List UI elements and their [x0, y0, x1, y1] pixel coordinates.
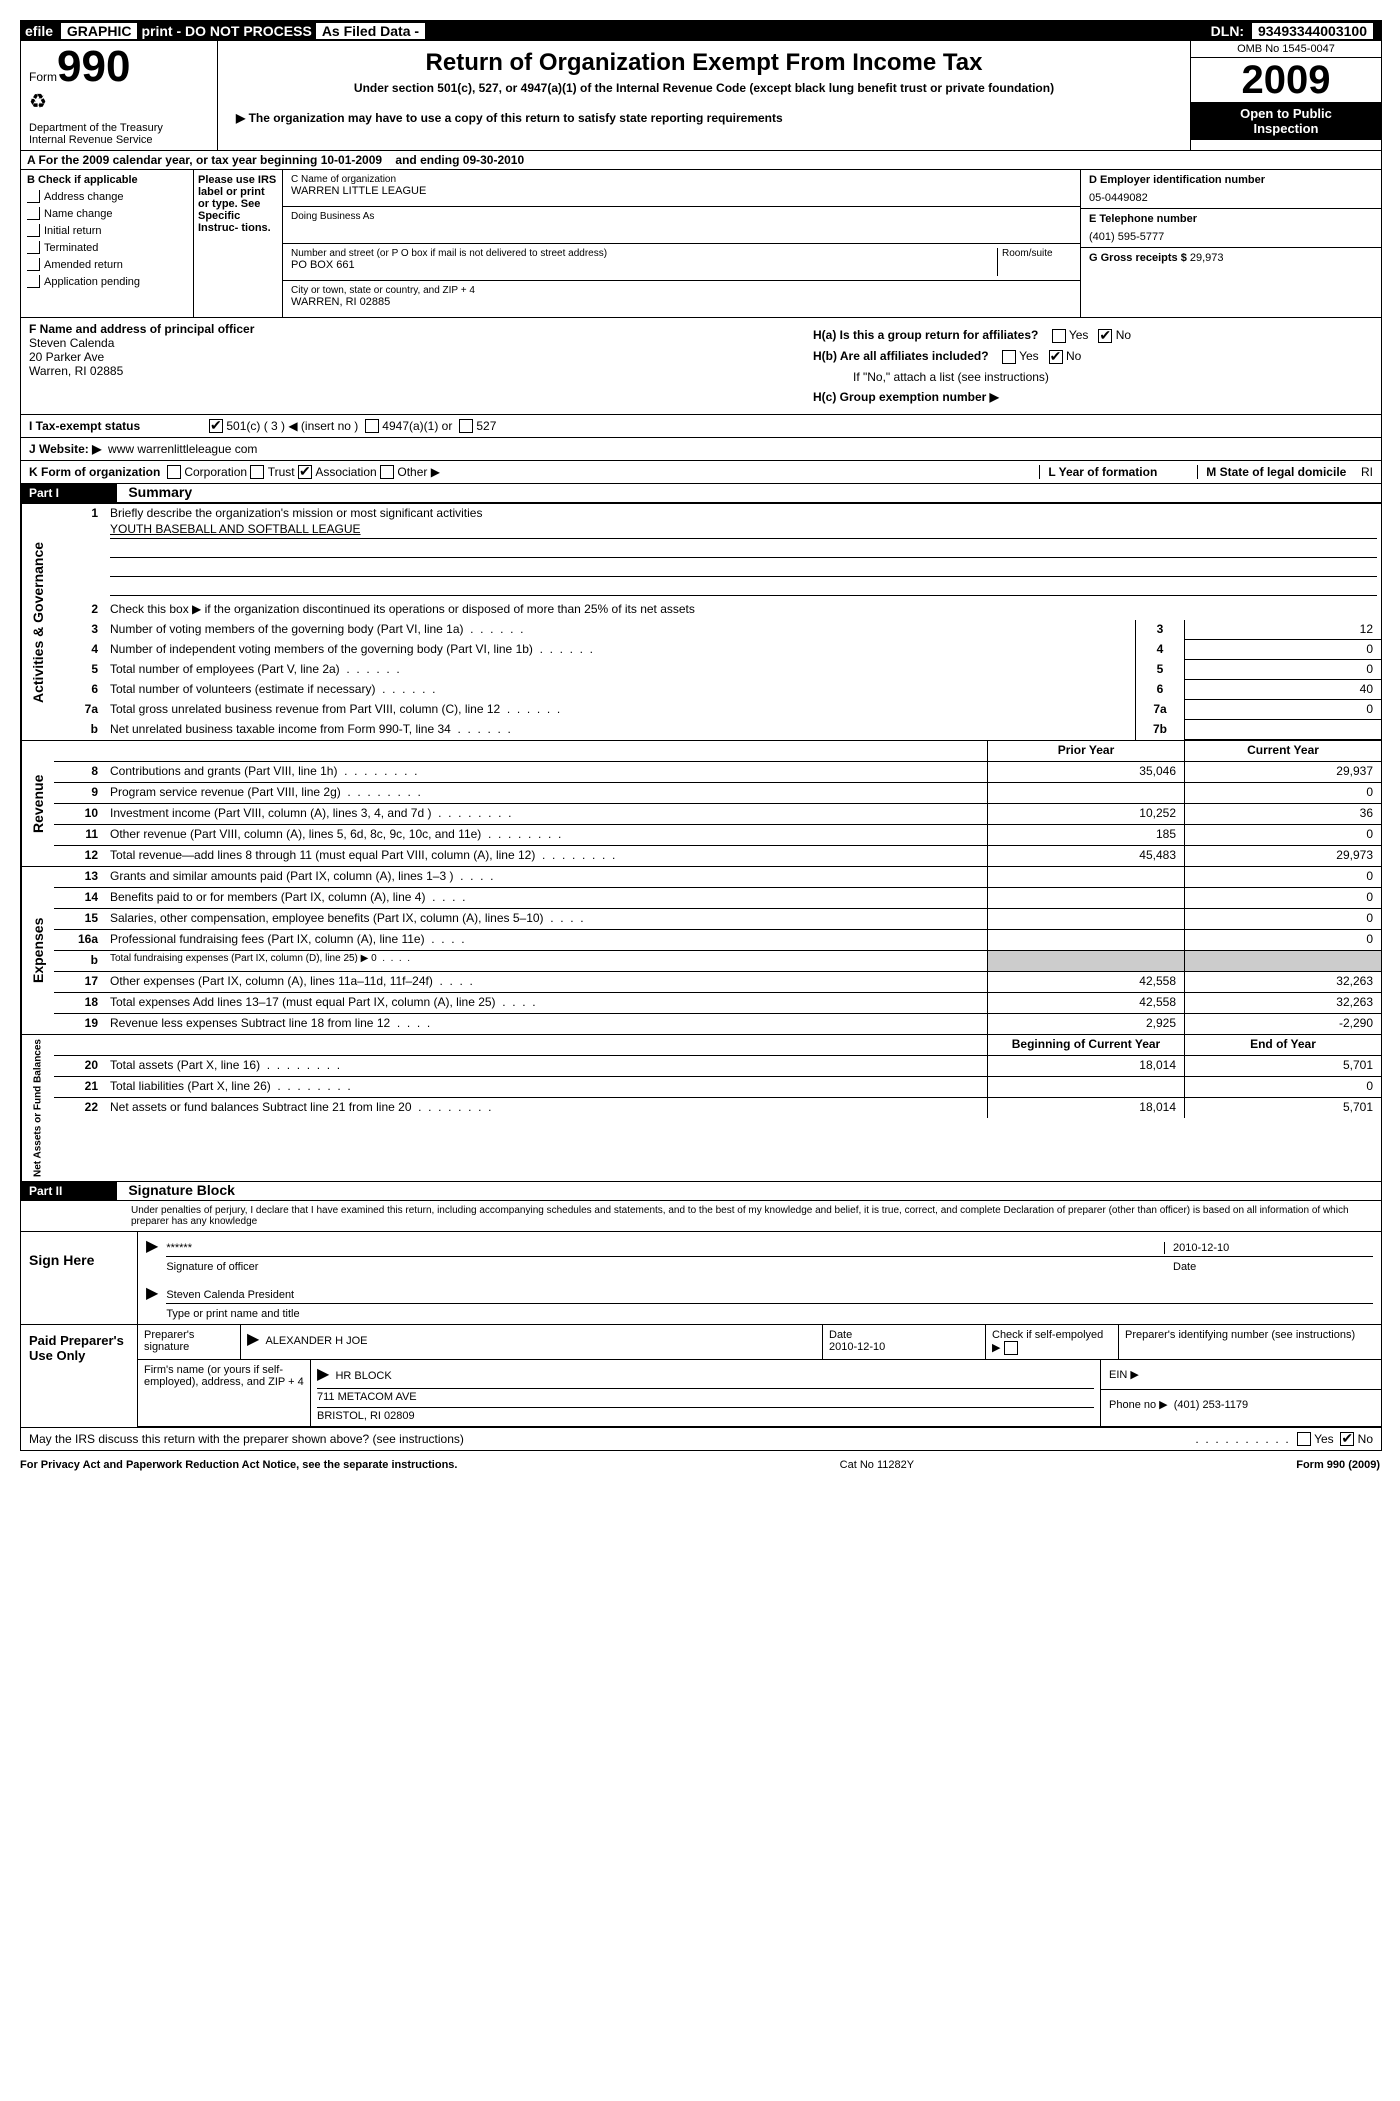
summary-line: 13 Grants and similar amounts paid (Part…	[54, 867, 1381, 888]
row-k-form-org: K Form of organization Corporation Trust…	[21, 461, 1381, 484]
summary-line: 5 Total number of employees (Part V, lin…	[54, 660, 1381, 680]
footer-right: Form 990 (2009)	[1296, 1459, 1380, 1471]
part2-title: Signature Block	[120, 1182, 235, 1198]
org-info: C Name of organization WARREN LITTLE LEA…	[283, 170, 1080, 317]
year-box: OMB No 1545-0047 2009 Open to Public Ins…	[1190, 41, 1381, 150]
summary-line: 15 Salaries, other compensation, employe…	[54, 909, 1381, 930]
summary-line: 8 Contributions and grants (Part VIII, l…	[54, 762, 1381, 783]
section-b: B Check if applicable Address change Nam…	[21, 170, 1381, 318]
summary-line: b Total fundraising expenses (Part IX, c…	[54, 951, 1381, 972]
b-checkboxes: B Check if applicable Address change Nam…	[21, 170, 194, 317]
activities-section: Activities & Governance 1 Briefly descri…	[21, 503, 1381, 740]
section-fh: F Name and address of principal officer …	[21, 318, 1381, 415]
sign-here-section: Sign Here ▶ ****** 2010-12-10 Signature …	[21, 1232, 1381, 1325]
summary-line: 19 Revenue less expenses Subtract line 1…	[54, 1014, 1381, 1034]
header-row: Form990 ♻ Department of the Treasury Int…	[21, 41, 1381, 151]
page-footer: For Privacy Act and Paperwork Reduction …	[20, 1451, 1380, 1479]
title-box: Return of Organization Exempt From Incom…	[218, 41, 1190, 150]
perjury-text: Under penalties of perjury, I declare th…	[21, 1201, 1381, 1232]
as-filed: As Filed Data -	[316, 23, 425, 39]
part1-header-row: Part I Summary	[21, 484, 1381, 503]
footer-mid: Cat No 11282Y	[457, 1459, 1296, 1471]
paid-label: Paid Preparer's Use Only	[21, 1325, 138, 1427]
side-activities: Activities & Governance	[21, 504, 54, 740]
tax-year: 2009	[1191, 58, 1381, 102]
side-revenue: Revenue	[21, 741, 54, 866]
side-expenses: Expenses	[21, 867, 54, 1034]
revenue-section: Revenue Prior Year Current Year 8 Contri…	[21, 740, 1381, 866]
summary-line: 11 Other revenue (Part VIII, column (A),…	[54, 825, 1381, 846]
form-subtitle: Under section 501(c), 527, or 4947(a)(1)…	[226, 81, 1182, 95]
summary-line: 16a Professional fundraising fees (Part …	[54, 930, 1381, 951]
print-text: print - DO NOT PROCESS	[141, 23, 311, 39]
sign-here-label: Sign Here	[21, 1232, 138, 1324]
summary-line: 10 Investment income (Part VIII, column …	[54, 804, 1381, 825]
footer-left: For Privacy Act and Paperwork Reduction …	[20, 1459, 457, 1471]
irs-label-note: Please use IRS label or print or type. S…	[194, 170, 283, 317]
side-net: Net Assets or Fund Balances	[21, 1035, 54, 1181]
summary-line: 4 Number of independent voting members o…	[54, 640, 1381, 660]
d-e-g-info: D Employer identification number 05-0449…	[1080, 170, 1381, 317]
net-assets-section: Net Assets or Fund Balances Beginning of…	[21, 1034, 1381, 1182]
summary-line: 9 Program service revenue (Part VIII, li…	[54, 783, 1381, 804]
summary-line: 18 Total expenses Add lines 13–17 (must …	[54, 993, 1381, 1014]
part1-title: Summary	[120, 484, 192, 500]
part2-header: Part II	[21, 1182, 117, 1200]
paid-preparer-section: Paid Preparer's Use Only Preparer's sign…	[21, 1325, 1381, 1427]
summary-line: 14 Benefits paid to or for members (Part…	[54, 888, 1381, 909]
form-number-box: Form990 ♻ Department of the Treasury Int…	[21, 41, 218, 150]
summary-line: 21 Total liabilities (Part X, line 26) .…	[54, 1077, 1381, 1098]
form-title: Return of Organization Exempt From Incom…	[226, 49, 1182, 77]
summary-line: 22 Net assets or fund balances Subtract …	[54, 1098, 1381, 1118]
part2-header-row: Part II Signature Block	[21, 1182, 1381, 1201]
summary-line: 12 Total revenue—add lines 8 through 11 …	[54, 846, 1381, 866]
summary-line: 20 Total assets (Part X, line 16) . . . …	[54, 1056, 1381, 1077]
form-990-container: efile GRAPHIC print - DO NOT PROCESS As …	[20, 20, 1382, 1451]
efile-prefix: efile	[25, 23, 53, 39]
discuss-row: May the IRS discuss this return with the…	[21, 1427, 1381, 1450]
row-j-website: J Website: ▶ www warrenlittleleague com	[21, 438, 1381, 461]
expenses-section: Expenses 13 Grants and similar amounts p…	[21, 866, 1381, 1034]
efile-graphic: GRAPHIC	[61, 23, 138, 39]
summary-line: 17 Other expenses (Part IX, column (A), …	[54, 972, 1381, 993]
omb-number: OMB No 1545-0047	[1191, 41, 1381, 58]
principal-officer: F Name and address of principal officer …	[21, 318, 805, 414]
summary-line: 7a Total gross unrelated business revenu…	[54, 700, 1381, 720]
row-i-tax-status: I Tax-exempt status 501(c) ( 3 ) ◀ (inse…	[21, 415, 1381, 438]
group-return-info: H(a) Is this a group return for affiliat…	[805, 318, 1381, 414]
summary-line: 3 Number of voting members of the govern…	[54, 620, 1381, 640]
row-a-tax-year: A For the 2009 calendar year, or tax yea…	[21, 151, 1381, 170]
part1-header: Part I	[21, 484, 117, 502]
summary-line: 6 Total number of volunteers (estimate i…	[54, 680, 1381, 700]
summary-line: b Net unrelated business taxable income …	[54, 720, 1381, 740]
top-bar: efile GRAPHIC print - DO NOT PROCESS As …	[21, 21, 1381, 41]
form-note: ▶ The organization may have to use a cop…	[226, 111, 1182, 125]
inspection-label: Open to Public Inspection	[1191, 102, 1381, 140]
dln: DLN: 93493344003100	[1211, 23, 1377, 39]
recycle-icon: ♻	[29, 89, 209, 114]
